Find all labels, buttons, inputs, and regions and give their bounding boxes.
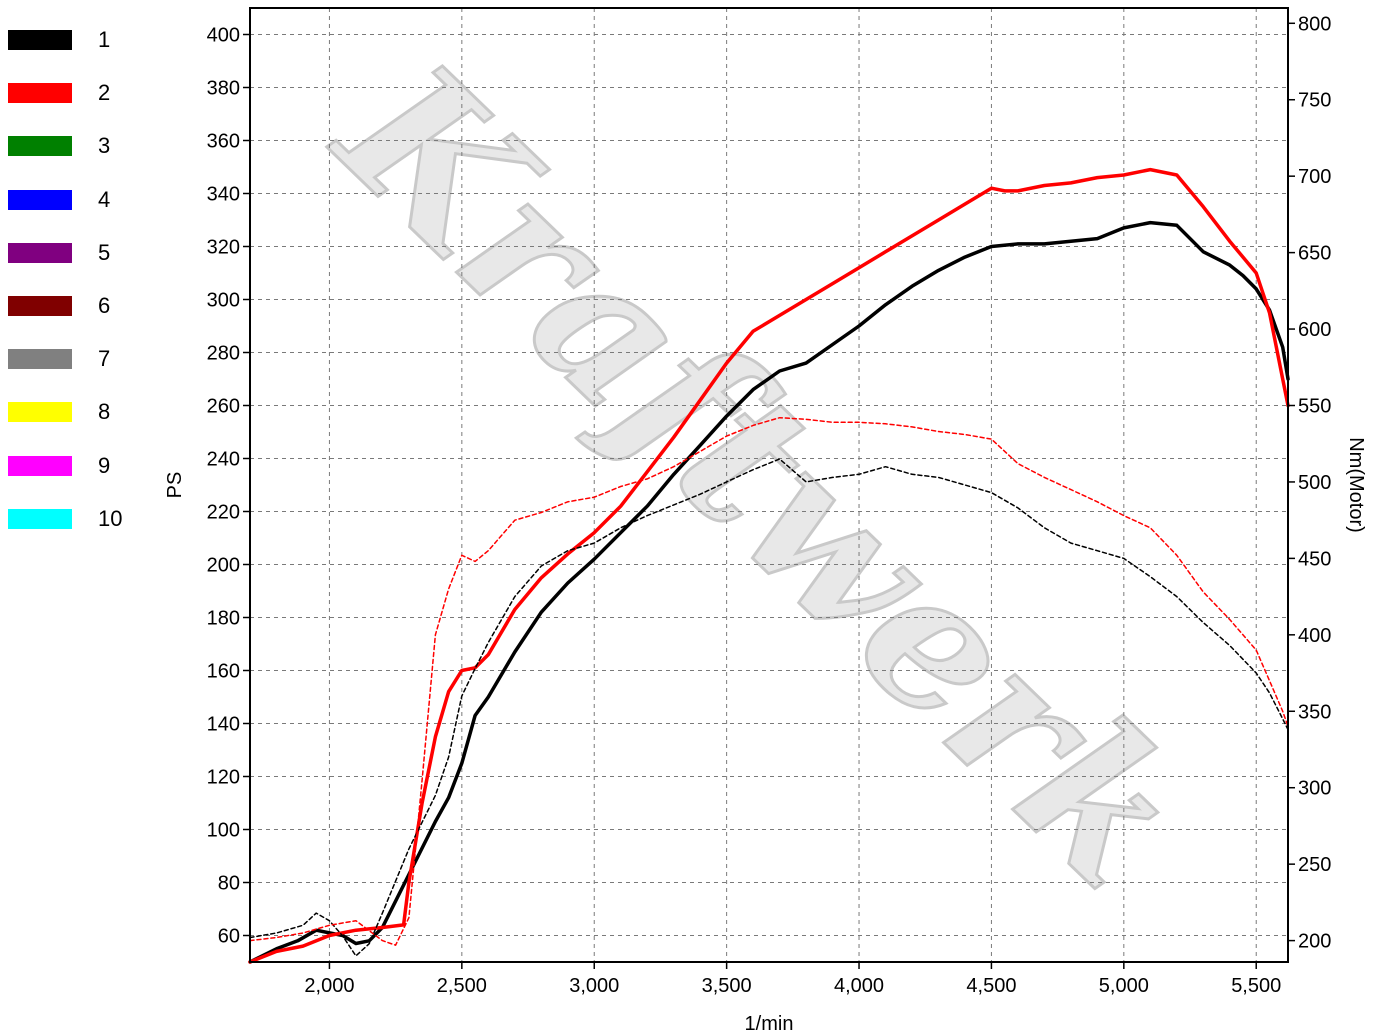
y2-tick-label: 600 [1298,319,1331,341]
y-tick-label: 80 [218,873,240,895]
legend-label: 4 [98,186,111,212]
power-series-line-1 [248,220,1290,964]
y2-tick-label: 200 [1298,931,1331,953]
y-tick-label: 240 [207,449,240,471]
legend-item: 8 [8,400,158,424]
watermark-text: Kraftwerk [295,18,1226,928]
x-tick-label: 2,000 [304,975,354,997]
legend-item: 4 [8,186,158,212]
y-tick-label: 220 [207,502,240,524]
legend-swatch [8,83,72,104]
y2-tick-label: 250 [1298,854,1331,876]
legend-item: 7 [8,347,158,371]
legend-item: 6 [8,294,158,318]
legend-label: 3 [98,133,111,159]
torque-series-line-2 [249,416,1289,946]
legend-item: 5 [8,239,158,265]
y-tick-label: 200 [207,555,240,577]
y2-tick-label: 500 [1298,472,1331,494]
legend-label: 10 [98,505,123,531]
y-tick-label: 160 [207,661,240,683]
y-axis-title: PS [164,472,186,499]
y-tick-label: 340 [207,184,240,206]
series-layer [248,167,1290,964]
legend-label: 7 [98,346,111,372]
y2-tick-label: 550 [1298,396,1331,418]
y2-tick-label: 300 [1298,778,1331,800]
y-tick-label: 60 [218,926,240,948]
x-tick-label: 3,500 [702,975,752,997]
legend-label: 6 [98,293,111,318]
legend-swatch [8,242,72,263]
ticks: 2,000 2,500 3,000 3,500 4,000 4,500 5,000 5,500… [207,13,1332,997]
y-tick-label: 180 [207,608,240,630]
legend-swatch [8,189,72,210]
legend-swatch [8,349,72,370]
y-tick-label: 100 [207,820,240,842]
legend-label: 8 [98,399,111,425]
torque-series-line-1 [249,458,1289,957]
legend-label: 5 [98,239,111,265]
legend-swatch [8,30,72,50]
y-tick-label: 360 [207,131,240,153]
y-tick-label: 320 [207,237,240,259]
legend-item: 1 [8,28,158,52]
legend-label: 1 [98,27,111,52]
x-tick-label: 5,500 [1231,975,1281,997]
y-tick-label: 280 [207,343,240,365]
legend-label: 2 [98,80,111,106]
legend: 1 2 3 4 5 6 7 8 9 10 [0,0,160,560]
y2-tick-label: 700 [1298,166,1331,188]
legend-swatch [8,296,72,316]
y2-tick-label: 450 [1298,548,1331,570]
legend-item: 3 [8,134,158,158]
legend-swatch [8,402,72,423]
y2-axis-title: Nm(Motor) [1345,437,1367,533]
x-tick-label: 4,500 [966,975,1016,997]
y-tick-label: 120 [207,767,240,789]
y2-tick-label: 400 [1298,625,1331,647]
x-tick-label: 5,000 [1099,975,1149,997]
x-tick-label: 2,500 [437,975,487,997]
y2-tick-label: 650 [1298,243,1331,265]
y2-tick-label: 800 [1298,13,1331,35]
legend-swatch [8,508,72,529]
x-tick-label: 4,000 [834,975,884,997]
x-tick-label: 3,000 [569,975,619,997]
legend-swatch [8,455,72,476]
y-tick-label: 140 [207,714,240,736]
x-axis-title: 1/min [745,1013,794,1035]
legend-item: 10 [8,505,158,531]
y-tick-label: 380 [207,78,240,100]
y2-tick-label: 750 [1298,90,1331,112]
y-tick-label: 260 [207,396,240,418]
y-tick-label: 300 [207,290,240,312]
legend-label: 9 [98,452,111,478]
plot-frame [249,7,1289,963]
watermark: Kraftwerk [294,17,1228,930]
legend-swatch [8,136,72,157]
y-tick-label: 400 [207,25,240,47]
legend-item: 9 [8,452,158,478]
y2-tick-label: 350 [1298,701,1331,723]
legend-item: 2 [8,81,158,105]
